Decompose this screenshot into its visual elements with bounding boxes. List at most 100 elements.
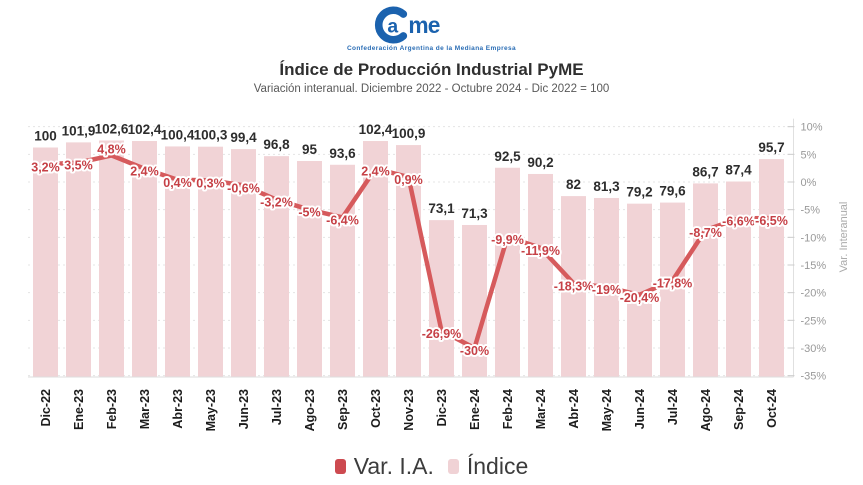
var-ia-point-label: 2,4% <box>361 164 390 178</box>
var-ia-point-label: 3,2% <box>31 160 60 174</box>
legend-label-var-ia: Var. I.A. <box>353 453 434 480</box>
var-ia-point-label: -17,8% <box>653 276 693 290</box>
var-ia-point-label: -30% <box>460 344 489 358</box>
indice-bar-label: 95,7 <box>758 140 784 155</box>
legend-item-var-ia: Var. I.A. <box>334 453 434 480</box>
indice-bar <box>561 195 586 377</box>
x-axis-label: Sep-23 <box>336 389 350 430</box>
legend-item-indice: Índice <box>447 453 529 480</box>
x-axis-label: Feb-24 <box>501 389 515 429</box>
indice-bar-label: 100,9 <box>392 126 426 141</box>
indice-bar <box>198 146 223 377</box>
industrial-production-chart: 10% 5% 0% -5% -10% -15% -20% -25% -30% -35% Var. I… <box>28 118 850 431</box>
chart-title: Índice de Producción Industrial PyME <box>279 59 584 79</box>
x-axis-label: Abr-24 <box>567 389 581 429</box>
x-axis-label: Jul-24 <box>666 389 680 425</box>
var-ia-point-label: -3,2% <box>260 195 293 209</box>
right-axis-title: Var. Interanual <box>838 201 850 272</box>
right-axis-tick-label: 10% <box>801 121 823 133</box>
indice-bar-label: 102,6 <box>95 121 129 136</box>
right-axis-tick-label: 5% <box>801 149 817 161</box>
x-axis-label: Oct-23 <box>369 389 383 428</box>
indice-bar-label: 95 <box>302 142 318 157</box>
x-axis-label: Mar-24 <box>534 389 548 429</box>
indice-bar-label: 79,6 <box>659 183 686 198</box>
indice-bar <box>165 146 190 377</box>
var-ia-point-label: -26,9% <box>422 327 462 341</box>
var-ia-point-label: -18,3% <box>554 279 594 293</box>
var-ia-point-label: 0,4% <box>163 175 192 189</box>
x-axis-label: Ene-24 <box>468 389 482 430</box>
var-ia-legend-marker-icon <box>334 459 346 475</box>
var-ia-point-label: -6,5% <box>755 214 788 228</box>
indice-bar <box>33 147 58 377</box>
right-axis-tick-label: -10% <box>801 232 827 244</box>
indice-bar-label: 100 <box>34 128 57 143</box>
var-ia-point-label: -8,7% <box>689 226 722 240</box>
indice-bar <box>660 202 685 377</box>
indice-bar <box>297 160 322 377</box>
indice-bar-label: 96,8 <box>263 137 290 152</box>
indice-bar-label: 86,7 <box>692 164 718 179</box>
indice-bar-label: 82 <box>566 177 581 192</box>
var-ia-point-label: 0,9% <box>394 173 423 187</box>
indice-legend-marker-icon <box>447 459 459 475</box>
chart-header: a me Confederación Argentina de la Media… <box>0 0 863 97</box>
x-axis-label: Ago-23 <box>303 389 317 431</box>
right-axis-tick-label: -30% <box>801 343 827 355</box>
var-ia-point-label: -6,6% <box>722 214 755 228</box>
var-ia-point-label: -6,4% <box>326 213 359 227</box>
x-axis-label: Jun-24 <box>633 389 647 429</box>
indice-bar-label: 101,9 <box>62 123 96 138</box>
indice-bar-label: 90,2 <box>527 155 553 170</box>
var-ia-point-label: -19% <box>592 283 621 297</box>
x-axis-label: Ene-23 <box>72 389 86 430</box>
var-ia-point-label: -5% <box>298 205 320 219</box>
indice-bar <box>264 155 289 377</box>
right-axis-tick-label: 0% <box>801 177 817 189</box>
x-axis-label: Sep-24 <box>732 389 746 430</box>
indice-bar <box>132 140 157 377</box>
x-axis-label: Jun-23 <box>237 389 251 429</box>
indice-bar-label: 93,6 <box>329 145 356 160</box>
indice-bar-label: 87,4 <box>725 162 752 177</box>
indice-bar-label: 99,4 <box>230 130 257 145</box>
var-ia-point-label: -11,9% <box>521 244 560 258</box>
logo-subtitle: Confederación Argentina de la Mediana Em… <box>346 45 517 52</box>
x-axis-label: Jul-23 <box>270 389 284 425</box>
var-ia-point-label: -0,6% <box>227 181 260 195</box>
x-axis-label: May-24 <box>600 389 614 431</box>
var-ia-point-label: 4,8% <box>97 142 126 156</box>
indice-bar <box>99 140 124 377</box>
indice-bar-label: 81,3 <box>593 179 620 194</box>
var-ia-point-label: -20,4% <box>620 291 660 305</box>
indice-bar-label: 102,4 <box>359 122 393 137</box>
right-axis-tick-label: -15% <box>801 260 827 272</box>
indice-bar <box>693 183 718 377</box>
x-axis-label: Dic-23 <box>435 389 449 427</box>
x-axis-label: Abr-23 <box>171 389 185 429</box>
indice-bar-label: 73,1 <box>428 201 455 216</box>
came-logo-icon: a me <box>374 6 440 44</box>
indice-bar-label: 100,3 <box>194 127 228 142</box>
indice-bar-label: 79,2 <box>626 184 652 199</box>
x-axis-label: Oct-24 <box>765 389 779 428</box>
indice-bar-label: 102,4 <box>128 122 162 137</box>
legend-label-indice: Índice <box>466 453 529 480</box>
x-axis-label: Nov-23 <box>402 389 416 431</box>
var-ia-point-label: 0,3% <box>196 176 225 190</box>
right-axis-tick-label: -25% <box>801 315 827 327</box>
var-ia-point-label: -9,9% <box>491 232 524 246</box>
chart-subtitle: Variación interanual. Diciembre 2022 - O… <box>253 82 610 95</box>
var-ia-line <box>43 152 774 350</box>
indice-bar-label: 92,5 <box>494 148 521 163</box>
indice-bar <box>66 142 91 377</box>
x-axis-label: May-23 <box>204 389 218 431</box>
right-axis-tick-label: -20% <box>801 287 827 299</box>
indice-bar <box>726 181 751 377</box>
var-ia-point-label: 3,5% <box>64 158 93 172</box>
var-ia-point-label: 2,4% <box>130 164 159 178</box>
right-axis-tick-label: -35% <box>801 370 827 382</box>
indice-bar <box>462 224 487 377</box>
